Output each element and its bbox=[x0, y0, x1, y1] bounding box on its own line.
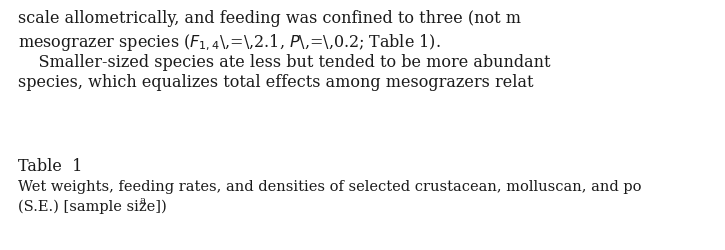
Text: mesograzer species ($\it{F}_{1,4}$\,=\,2.1, $\it{P}$\,=\,0.2; Table 1).: mesograzer species ($\it{F}_{1,4}$\,=\,2… bbox=[18, 32, 441, 53]
Text: a: a bbox=[140, 196, 146, 205]
Text: scale allometrically, and feeding was confined to three (not m: scale allometrically, and feeding was co… bbox=[18, 10, 521, 27]
Text: Wet weights, feeding rates, and densities of selected crustacean, molluscan, and: Wet weights, feeding rates, and densitie… bbox=[18, 180, 642, 194]
Text: species, which equalizes total effects among mesograzers relat: species, which equalizes total effects a… bbox=[18, 74, 534, 91]
Text: (S.E.) [sample size]): (S.E.) [sample size]) bbox=[18, 200, 167, 214]
Text: Table  1: Table 1 bbox=[18, 158, 83, 175]
Text: Smaller-sized species ate less but tended to be more abundant: Smaller-sized species ate less but tende… bbox=[18, 54, 550, 71]
